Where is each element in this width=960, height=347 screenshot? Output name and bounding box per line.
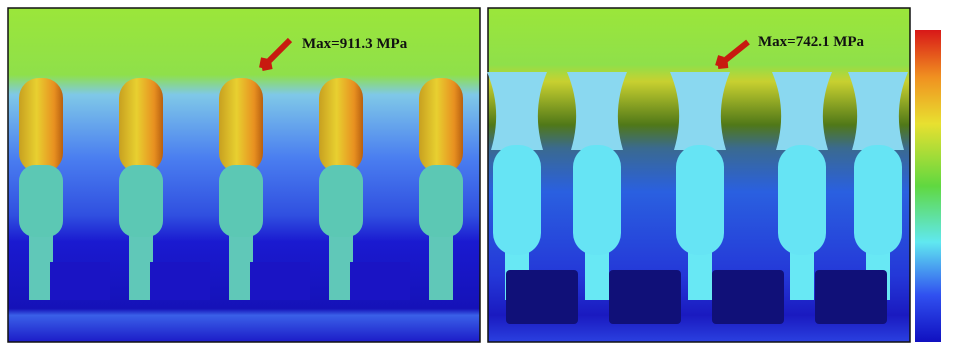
pillar-cap bbox=[219, 78, 263, 173]
right-panel bbox=[487, 8, 910, 342]
colorbar bbox=[915, 30, 941, 342]
block bbox=[150, 262, 210, 300]
pillar-head bbox=[676, 145, 724, 255]
pillar-cap bbox=[119, 78, 163, 173]
block bbox=[815, 270, 887, 324]
block bbox=[506, 270, 578, 324]
block bbox=[712, 270, 784, 324]
pillar-head bbox=[778, 145, 826, 255]
pillar-head bbox=[419, 165, 463, 237]
pillar-cap bbox=[319, 78, 363, 173]
pillar-head bbox=[119, 165, 163, 237]
pillar-cap bbox=[419, 78, 463, 173]
pillar-head bbox=[19, 165, 63, 237]
annotation: Max=911.3 MPa bbox=[302, 36, 408, 52]
pillar-head bbox=[219, 165, 263, 237]
block bbox=[250, 262, 310, 300]
pillar-head bbox=[854, 145, 902, 255]
pillar-cap bbox=[19, 78, 63, 173]
left-panel bbox=[8, 8, 480, 342]
annotation: Max=742.1 MPa bbox=[758, 34, 865, 50]
pillar-head bbox=[493, 145, 541, 255]
pillar-head bbox=[319, 165, 363, 237]
pillar-head bbox=[573, 145, 621, 255]
figure: Max=911.3 MPa Max=742.1 MPa bbox=[0, 0, 960, 347]
block bbox=[350, 262, 410, 300]
block bbox=[50, 262, 110, 300]
block bbox=[609, 270, 681, 324]
